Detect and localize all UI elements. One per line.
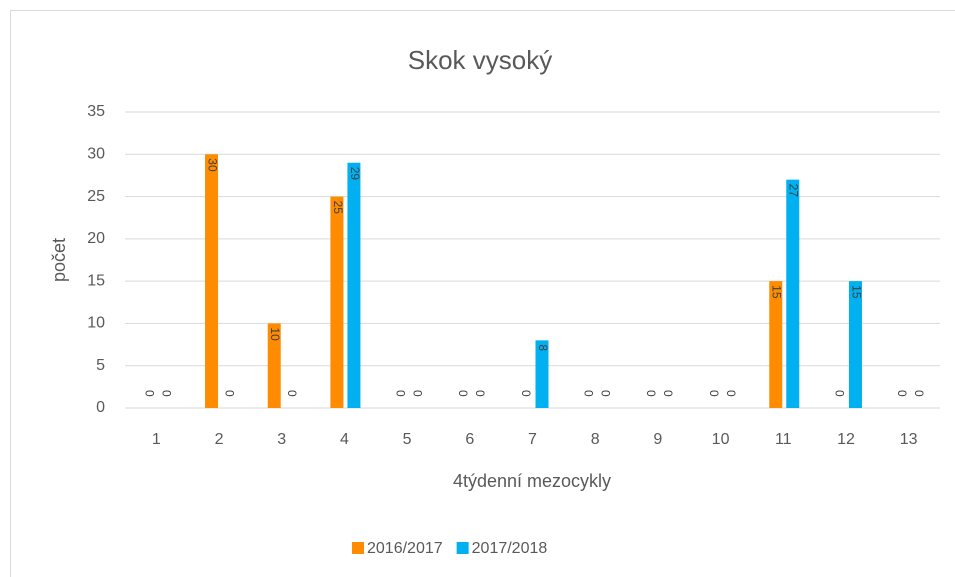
x-tick-label: 3	[277, 431, 286, 448]
legend-label: 2017/2018	[472, 540, 548, 557]
x-tick-label: 5	[403, 431, 412, 448]
chart-title: Skok vysoký	[408, 45, 553, 75]
data-label: 0	[160, 390, 174, 397]
data-label: 25	[331, 201, 345, 215]
x-tick-label: 13	[900, 431, 918, 448]
y-tick-label: 35	[87, 103, 105, 120]
data-label: 0	[143, 390, 157, 397]
data-label: 0	[912, 390, 926, 397]
y-tick-label: 5	[96, 357, 105, 374]
x-tick-label: 4	[340, 431, 349, 448]
x-axis-label: 4týdenní mezocykly	[453, 471, 611, 491]
data-label: 0	[473, 390, 487, 397]
data-label: 0	[707, 390, 721, 397]
data-label: 27	[787, 184, 801, 198]
data-label: 15	[849, 285, 863, 299]
y-tick-label: 20	[87, 230, 105, 247]
bar	[205, 154, 219, 408]
bar	[535, 340, 549, 408]
x-tick-label: 6	[465, 431, 474, 448]
x-tick-label: 2	[215, 431, 224, 448]
data-label: 10	[268, 327, 282, 341]
data-label: 0	[456, 390, 470, 397]
y-tick-label: 30	[87, 146, 105, 163]
x-tick-label: 10	[712, 431, 730, 448]
x-tick-label: 11	[775, 431, 792, 448]
bar	[769, 281, 783, 408]
x-tick-label: 8	[591, 431, 600, 448]
data-label: 29	[348, 167, 362, 181]
x-tick-label: 7	[528, 431, 537, 448]
data-label: 0	[895, 390, 909, 397]
data-label: 0	[285, 390, 299, 397]
bar	[330, 196, 344, 408]
y-tick-label: 15	[87, 272, 105, 289]
legend-swatch	[456, 542, 469, 554]
data-label: 0	[222, 390, 236, 397]
data-label: 0	[724, 390, 738, 397]
data-label: 30	[205, 158, 219, 172]
data-label: 0	[599, 390, 613, 397]
data-label: 0	[410, 390, 424, 397]
x-tick-label: 9	[653, 431, 662, 448]
data-label: 0	[519, 390, 533, 397]
chart-border	[10, 10, 955, 577]
legend-label: 2016/2017	[367, 540, 443, 557]
y-axis-label: počet	[49, 238, 69, 282]
y-tick-label: 10	[87, 315, 105, 332]
x-tick-label: 12	[837, 431, 855, 448]
legend-swatch	[352, 542, 364, 554]
data-label: 8	[536, 344, 550, 351]
bar	[848, 281, 862, 408]
y-tick-label: 0	[96, 399, 105, 416]
data-label: 0	[582, 390, 596, 397]
bar	[347, 162, 361, 408]
y-tick-label: 25	[87, 188, 105, 205]
bar	[786, 179, 800, 408]
data-label: 0	[644, 390, 658, 397]
data-label: 0	[832, 390, 846, 397]
data-label: 0	[661, 390, 675, 397]
bar	[267, 323, 281, 408]
data-label: 15	[770, 285, 784, 299]
x-tick-label: 1	[152, 431, 161, 448]
data-label: 0	[393, 390, 407, 397]
